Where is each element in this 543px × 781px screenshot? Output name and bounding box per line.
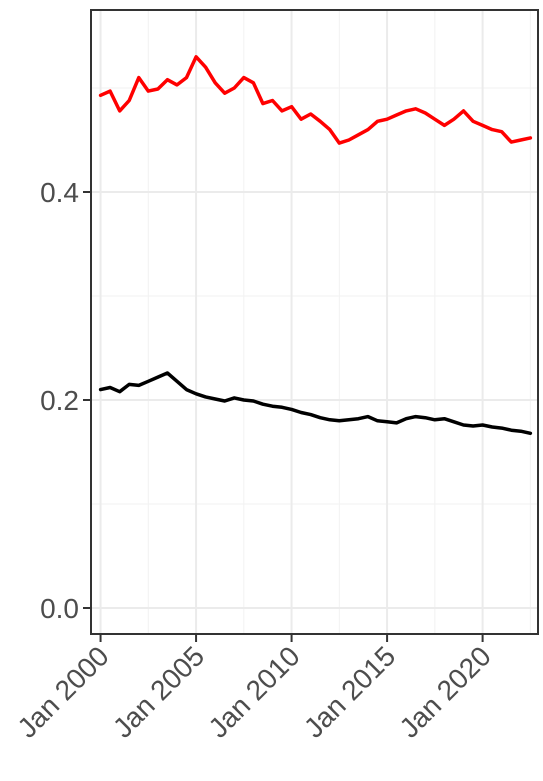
y-tick-label: 0.0: [40, 593, 79, 624]
x-tick-label: Jan 2020: [393, 640, 496, 743]
series-line-2: [98, 371, 533, 436]
y-tick-label: 0.2: [40, 385, 79, 416]
y-axis-ticks: 0.0 0.2 0.4: [40, 177, 91, 624]
major-gridlines-y: [91, 191, 538, 609]
panel-border: [90, 9, 539, 635]
y-tick-label: 0.4: [40, 177, 79, 208]
series-line-1: [98, 55, 533, 145]
x-tick-label: Jan 2000: [11, 640, 114, 743]
x-tick-label: Jan 2010: [202, 640, 305, 743]
x-tick-label: Jan 2015: [298, 640, 401, 743]
major-gridlines-x: [99, 10, 484, 634]
series-layer: [98, 55, 533, 436]
x-tick-label: Jan 2005: [107, 640, 210, 743]
minor-gridlines-y: [91, 87, 538, 505]
minor-gridlines-x: [147, 10, 531, 634]
